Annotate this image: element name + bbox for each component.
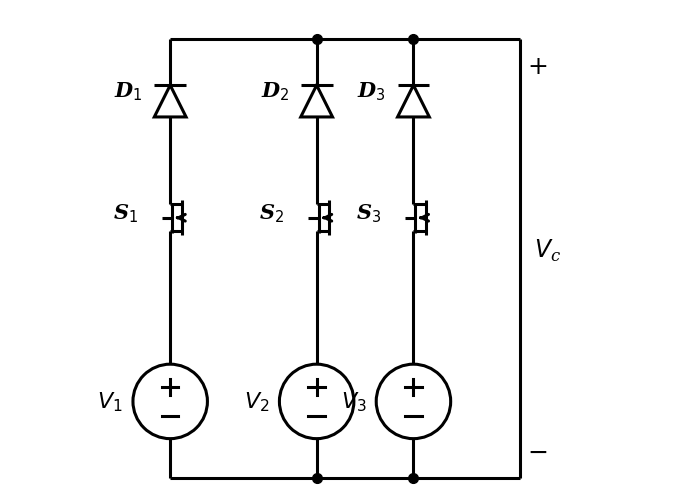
Text: $V_3$: $V_3$ [341,390,366,413]
Text: D$_3$: D$_3$ [357,81,386,103]
Text: D$_1$: D$_1$ [114,81,143,103]
Text: $-$: $-$ [528,439,548,463]
Text: S$_1$: S$_1$ [113,202,138,224]
Text: $+$: $+$ [528,55,548,79]
Text: S$_2$: S$_2$ [259,202,285,224]
Text: $V_{\mathregular{c}}$: $V_{\mathregular{c}}$ [534,237,561,264]
Text: S$_3$: S$_3$ [356,202,381,224]
Text: $V_2$: $V_2$ [244,390,269,413]
Text: $V_1$: $V_1$ [98,390,123,413]
Text: D$_2$: D$_2$ [260,81,289,103]
